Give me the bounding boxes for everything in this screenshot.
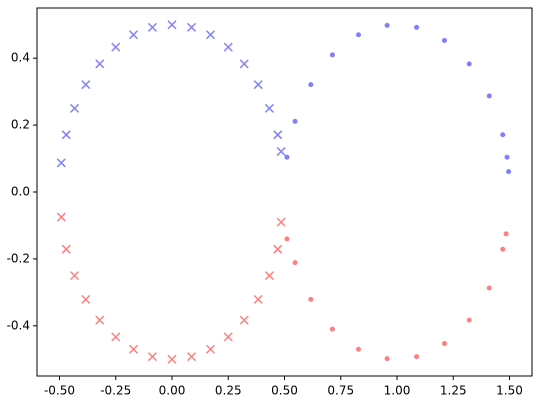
y-tick-label: -0.2 xyxy=(7,251,30,265)
point xyxy=(292,118,298,124)
point xyxy=(414,24,420,30)
point xyxy=(273,130,283,140)
point xyxy=(466,61,472,67)
point xyxy=(239,59,249,69)
x-tick-label: 0.25 xyxy=(215,384,242,398)
x-tick-label: 0.00 xyxy=(159,384,186,398)
point xyxy=(356,32,362,38)
point xyxy=(253,80,263,90)
x-tick-label: 1.00 xyxy=(384,384,411,398)
point xyxy=(329,52,335,58)
point xyxy=(500,132,506,138)
point xyxy=(356,346,362,352)
point xyxy=(81,80,91,90)
point xyxy=(466,317,472,323)
point xyxy=(253,294,263,304)
point xyxy=(81,294,91,304)
point xyxy=(95,59,105,69)
point xyxy=(384,22,390,28)
x-tick-label: -0.50 xyxy=(44,384,75,398)
point xyxy=(205,344,216,354)
point xyxy=(506,169,512,175)
point xyxy=(128,30,139,40)
point xyxy=(276,217,286,227)
point xyxy=(500,246,506,252)
plot-frame xyxy=(36,7,533,377)
point xyxy=(223,332,233,342)
point xyxy=(308,82,314,88)
point xyxy=(292,260,298,266)
point xyxy=(504,154,510,160)
point xyxy=(284,154,290,160)
point xyxy=(329,326,335,332)
point xyxy=(503,231,509,237)
point xyxy=(56,212,66,222)
x-tick-label: -0.25 xyxy=(100,384,131,398)
point xyxy=(128,344,139,354)
point xyxy=(441,37,447,43)
point xyxy=(441,341,447,347)
point xyxy=(95,315,105,325)
point xyxy=(111,42,121,52)
point xyxy=(167,354,177,364)
point xyxy=(239,315,249,325)
point xyxy=(486,93,492,99)
point xyxy=(264,271,274,281)
point xyxy=(205,30,216,40)
point xyxy=(187,352,197,362)
point xyxy=(70,103,80,113)
point xyxy=(56,158,66,168)
y-tick-label: 0.4 xyxy=(11,51,30,65)
x-tick-label: 1.50 xyxy=(496,384,523,398)
point xyxy=(486,285,492,291)
point xyxy=(147,352,157,362)
point xyxy=(273,244,283,254)
point xyxy=(414,354,420,360)
point xyxy=(264,103,274,113)
point xyxy=(61,244,71,254)
point xyxy=(223,42,233,52)
y-tick-label: 0.0 xyxy=(11,185,30,199)
y-tick-label: 0.2 xyxy=(11,118,30,132)
x-tick-label: 0.75 xyxy=(327,384,354,398)
point xyxy=(147,22,157,32)
x-tick-label: 1.25 xyxy=(440,384,467,398)
point xyxy=(111,332,121,342)
point xyxy=(187,22,197,32)
point xyxy=(308,296,314,302)
point xyxy=(284,236,290,242)
y-tick-label: -0.4 xyxy=(7,318,30,332)
point xyxy=(384,356,390,362)
point xyxy=(70,271,80,281)
point xyxy=(61,130,71,140)
point xyxy=(276,146,286,157)
x-tick-label: 0.50 xyxy=(271,384,298,398)
point xyxy=(167,20,177,30)
